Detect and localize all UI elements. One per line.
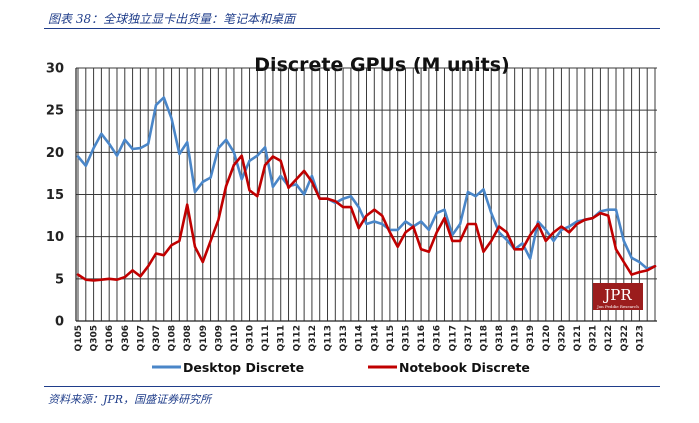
jpr-logo-text: JPR: [602, 286, 632, 304]
x-tick-label: Q120: [542, 325, 552, 351]
x-tick-label: Q123: [635, 325, 645, 351]
x-tick-label: Q115: [386, 325, 396, 351]
jpr-logo-subtext: Jon Peddie Research: [596, 304, 639, 309]
source-divider: [44, 386, 660, 387]
source-note: 资料来源：JPR，国盛证券研究所: [48, 393, 212, 406]
x-tick-label: Q111: [261, 325, 271, 351]
y-tick-label: 20: [46, 146, 64, 161]
x-tick-label: Q312: [308, 325, 318, 351]
x-tick-label: Q316: [433, 325, 443, 351]
y-tick-label: 30: [46, 62, 64, 77]
x-tick-label: Q307: [152, 325, 162, 351]
caption-divider: [44, 28, 660, 29]
x-tick-label: Q306: [121, 325, 131, 351]
x-tick-label: Q305: [90, 325, 100, 351]
x-tick-label: Q319: [526, 325, 536, 351]
jpr-logo: JPR Jon Peddie Research: [593, 283, 643, 310]
series-lines: [76, 96, 657, 282]
x-tick-label: Q112: [292, 325, 302, 351]
x-tick-label: Q318: [495, 325, 505, 351]
y-axis-ticks: 0 5 10 15 20 25 30: [46, 62, 64, 330]
x-tick-label: Q108: [168, 325, 178, 351]
x-tick-label: Q121: [573, 325, 583, 351]
x-tick-label: Q314: [370, 325, 380, 351]
x-tick-label: Q107: [136, 325, 146, 351]
y-tick-label: 25: [46, 104, 64, 119]
x-tick-label: Q322: [620, 325, 630, 351]
x-tick-label: Q113: [324, 325, 334, 351]
chart-title: Discrete GPUs (M units): [254, 54, 509, 76]
x-tick-label: Q116: [417, 325, 427, 351]
notebook-discrete-line: [76, 154, 657, 282]
x-tick-label: Q118: [479, 325, 489, 351]
x-tick-label: Q117: [448, 325, 458, 351]
x-tick-label: Q114: [355, 325, 365, 351]
x-tick-label: Q311: [277, 325, 287, 351]
legend-notebook-label: Notebook Discrete: [399, 360, 530, 375]
y-tick-label: 5: [55, 272, 64, 287]
figure-caption: 图表 38：全球独立显卡出货量：笔记本和桌面: [48, 12, 296, 26]
x-tick-label: Q105: [74, 325, 84, 351]
x-tick-label: Q321: [589, 325, 599, 351]
x-tick-label: Q310: [246, 325, 256, 351]
x-tick-label: Q317: [464, 325, 474, 351]
jpr-logo-background: [593, 283, 643, 310]
x-tick-label: Q315: [401, 325, 411, 351]
x-tick-label: Q110: [230, 325, 240, 351]
x-tick-label: Q308: [183, 325, 193, 351]
y-tick-label: 10: [46, 230, 64, 245]
y-tick-label: 0: [55, 315, 64, 330]
legend-desktop-label: Desktop Discrete: [183, 360, 304, 375]
legend: Desktop Discrete Notebook Discrete: [152, 360, 530, 375]
x-tick-label: Q106: [105, 325, 115, 351]
x-tick-label: Q109: [199, 325, 209, 351]
x-tick-label: Q122: [604, 325, 614, 351]
desktop-discrete-line: [76, 96, 657, 271]
x-axis-ticks: Q105 Q305 Q106 Q306 Q107 Q307 Q108 Q308 Q109 Q309…: [74, 325, 645, 351]
x-tick-label: Q309: [214, 325, 224, 351]
horizontal-gridlines: [76, 67, 657, 280]
x-tick-label: Q320: [557, 325, 567, 351]
y-tick-label: 15: [46, 188, 64, 203]
x-tick-label: Q119: [511, 325, 521, 351]
x-tick-label: Q313: [339, 325, 349, 351]
